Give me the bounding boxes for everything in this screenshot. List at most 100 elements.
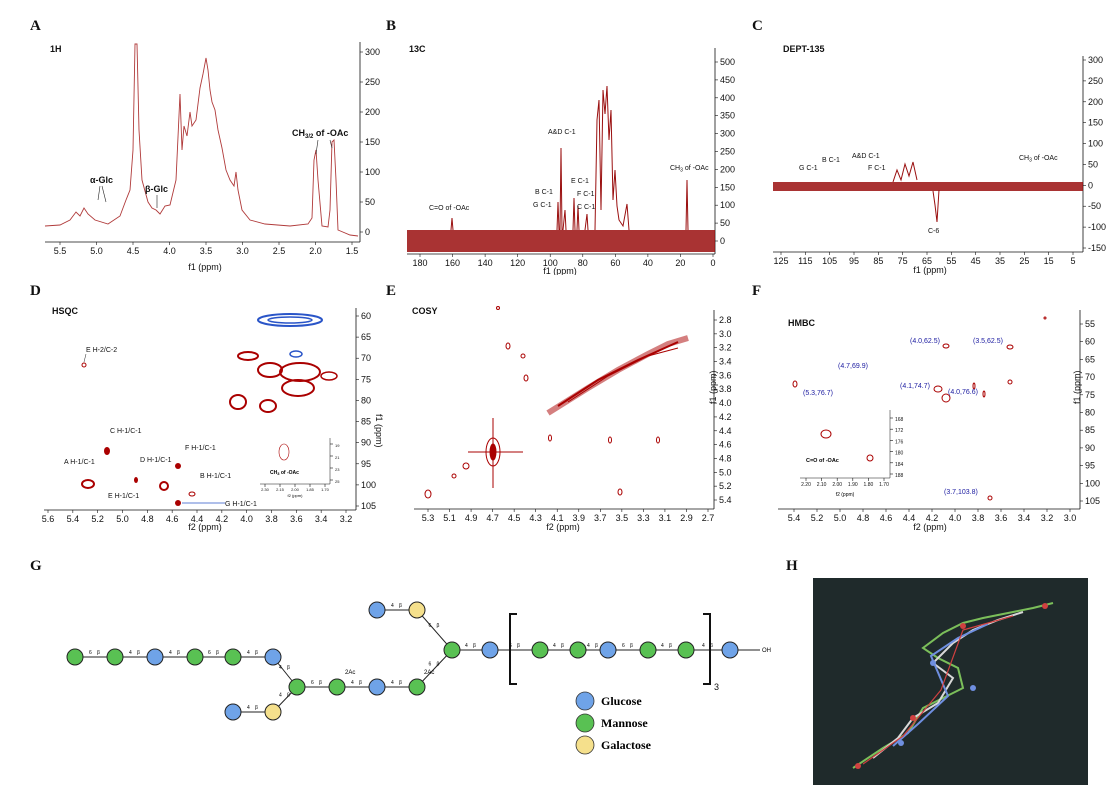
y-tick-label: 500 (720, 57, 735, 67)
anomeric-label: β (561, 643, 564, 649)
y-tick-label: 100 (720, 200, 735, 210)
dept-f-c1-label: F C-1 (868, 165, 886, 172)
y-tick-label: 150 (365, 137, 380, 147)
y-tick-label: 3.4 (719, 357, 732, 367)
linkage-label: 4 (247, 705, 250, 711)
panel-h-3d-model (813, 578, 1088, 785)
monosaccharide-node (146, 648, 164, 666)
panel-letter-g: G (30, 558, 42, 574)
panel-b-13c-spectrum: 13C 180 160 140 120 100 80 60 40 20 0 05010015020… (407, 44, 735, 275)
y-tick-label: 90 (1085, 443, 1095, 453)
x-tick-label: 3.0 (236, 246, 249, 256)
monosaccharide-node (677, 641, 695, 659)
anomeric-label: β (319, 680, 322, 686)
panel-letter-d: D (30, 283, 41, 299)
x-tick-label: 40 (643, 258, 653, 268)
y-tick-label: 3.6 (719, 370, 732, 380)
cosy-cross-peaks (424, 306, 689, 499)
ch3-oac-label: CH3 of -OAc (670, 165, 709, 174)
panel-e-title: COSY (412, 306, 438, 316)
dept-b-c1-label: B C-1 (822, 157, 840, 164)
x-tick-label: 0 (710, 258, 715, 268)
y-tick-label: 23 (335, 467, 340, 472)
x-tick-label: 2.7 (702, 513, 715, 523)
y-tick-label: 85 (1085, 425, 1095, 435)
anomeric-label: β (255, 705, 258, 711)
panel-letter-c: C (752, 18, 763, 34)
linkage-label: 6 (311, 680, 314, 686)
x-tick-label: 4.8 (141, 514, 154, 524)
x-tick-label: 105 (822, 256, 837, 266)
x-tick-label: 4.0 (240, 514, 253, 524)
x-tick-label: 2.9 (680, 513, 693, 523)
y-tick-label: 5.0 (719, 467, 732, 477)
y-tick-label: 19 (335, 443, 340, 448)
y-tick-label: 200 (1088, 97, 1103, 107)
x-tick-label: 5.2 (811, 513, 824, 523)
monosaccharide-node (721, 641, 739, 659)
panel-letter-b: B (386, 18, 397, 34)
hmbc-cross-peaks (792, 316, 1047, 501)
x-tick-label: 3.5 (200, 246, 213, 256)
x-tick-label: 1.90 (848, 482, 858, 488)
legend-swatch (575, 735, 595, 755)
y-tick-label: 95 (361, 459, 371, 469)
monosaccharide-legend: Glucose Mannose Galactose (575, 691, 652, 755)
x-tick-label: 60 (610, 258, 620, 268)
y-tick-label: 450 (720, 75, 735, 85)
repeat-bracket (509, 613, 711, 685)
hsqc-e-label: E H-1/C-1 (108, 493, 139, 500)
legend-label: Mannose (601, 716, 648, 730)
y-tick-label: 100 (1085, 478, 1100, 488)
x-tick-label: 5.4 (67, 514, 80, 524)
panel-a-1h-spectrum: 1H 5.5 5.0 4.5 4.0 3.5 3.0 2.5 2.0 1.5 0 50 100 150… (44, 42, 380, 272)
y-tick-label: 3.2 (719, 343, 732, 353)
x-tick-label: 2.0 (309, 246, 322, 256)
anomeric-label: β (630, 643, 633, 649)
monosaccharide-node (288, 678, 306, 696)
anomeric-label: β (216, 650, 219, 656)
x-tick-label: 20 (675, 258, 685, 268)
legend-swatch (575, 713, 595, 733)
hmbc-peak-4-1-74-7: (4.1,74.7) (900, 383, 930, 390)
x-tick-label: 4.3 (529, 513, 542, 523)
y-tick-label: -50 (1088, 201, 1101, 211)
panel-f-hmbc-spectrum: HMBC 5.4 5.2 5.0 4.8 4.6 4.4 4.2 4.0 3.8 3.6 3.4 3.… (778, 310, 1100, 532)
x-tick-label: 1.80 (864, 482, 874, 488)
linkage-label: 4 (661, 643, 664, 649)
y-tick-label: 250 (365, 77, 380, 87)
panel-b-noise (407, 230, 715, 252)
y-tick-label: 250 (1088, 76, 1103, 86)
panel-c-xlabel: f1 (ppm) (913, 265, 947, 275)
panel-e-cosy-spectrum: COSY 5.3 5.1 4.9 4.7 4.5 4.3 4.1 3.9 3.7 3.5 3.3 3.… (412, 306, 732, 532)
linkage-label: 6 (429, 623, 432, 629)
alpha-glc-label: α-Glc (90, 175, 113, 185)
x-tick-label: 5 (1070, 256, 1075, 266)
panel-f-xlabel: f2 (ppm) (913, 522, 947, 532)
x-tick-label: 120 (510, 258, 525, 268)
panel-d-title: HSQC (52, 306, 79, 316)
dept-ad-c1-label: A&D C-1 (852, 153, 880, 160)
anomeric-label: β (359, 680, 362, 686)
y-tick-label: 75 (1085, 390, 1095, 400)
reducing-end-oh: OH (762, 648, 771, 654)
x-tick-label: 5.0 (90, 246, 103, 256)
anomeric-label: β (517, 643, 520, 649)
x-tick-label: 3.6 (290, 514, 303, 524)
linkage-label: 6 (208, 650, 211, 656)
y-tick-label: 150 (1088, 118, 1103, 128)
hsqc-a-label: A H-1/C-1 (64, 459, 95, 466)
x-tick-label: 3.4 (1018, 513, 1031, 523)
y-tick-label: 50 (365, 197, 375, 207)
hsqc-f-label: F H-1/C-1 (185, 445, 216, 452)
monosaccharide-node (264, 703, 282, 721)
y-tick-label: 188 (895, 473, 904, 479)
monosaccharide-node (368, 678, 386, 696)
y-tick-label: 60 (1085, 337, 1095, 347)
y-tick-label: 80 (361, 395, 371, 405)
x-tick-label: 4.0 (949, 513, 962, 523)
linkage-label: 4 (279, 693, 282, 699)
y-tick-label: 180 (895, 451, 904, 457)
hmbc-peak-4-0-62-5: (4.0,62.5) (910, 338, 940, 345)
x-tick-label: 5.3 (422, 513, 435, 523)
